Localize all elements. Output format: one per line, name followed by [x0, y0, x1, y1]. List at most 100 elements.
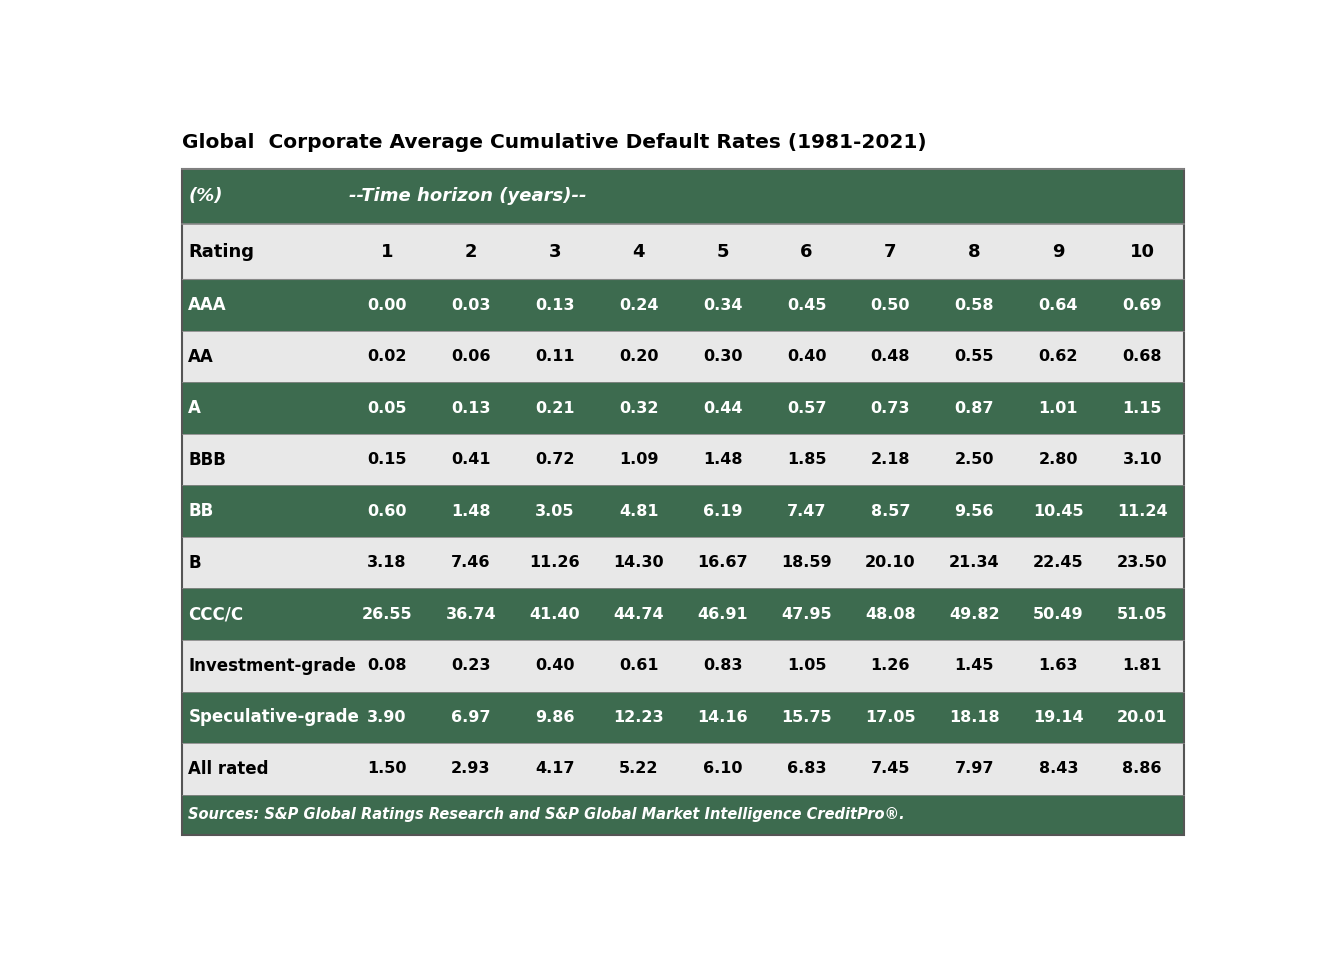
Text: 20.01: 20.01	[1117, 710, 1168, 725]
FancyBboxPatch shape	[183, 486, 1184, 537]
Text: 4.81: 4.81	[619, 503, 659, 519]
Text: Investment-grade: Investment-grade	[188, 656, 356, 675]
Text: 0.87: 0.87	[954, 401, 994, 415]
Text: 6.19: 6.19	[702, 503, 742, 519]
Text: 0.44: 0.44	[702, 401, 742, 415]
Text: 0.03: 0.03	[451, 297, 491, 313]
Text: 1.48: 1.48	[702, 452, 742, 468]
Text: 48.08: 48.08	[865, 607, 916, 621]
Text: 1.09: 1.09	[619, 452, 659, 468]
Text: 10: 10	[1130, 243, 1154, 260]
Text: Global  Corporate Average Cumulative Default Rates (1981-2021): Global Corporate Average Cumulative Defa…	[183, 134, 926, 152]
FancyBboxPatch shape	[183, 382, 1184, 434]
Text: 49.82: 49.82	[949, 607, 1000, 621]
Text: 23.50: 23.50	[1117, 556, 1168, 570]
Text: 11.26: 11.26	[529, 556, 580, 570]
Text: 1.85: 1.85	[786, 452, 826, 468]
Text: 1.81: 1.81	[1122, 658, 1162, 674]
Text: 17.05: 17.05	[865, 710, 916, 725]
Text: 7.97: 7.97	[954, 761, 994, 776]
Text: 3.18: 3.18	[367, 556, 407, 570]
FancyBboxPatch shape	[183, 537, 1184, 589]
FancyBboxPatch shape	[183, 224, 1184, 280]
Text: 36.74: 36.74	[445, 607, 496, 621]
Text: AA: AA	[188, 348, 215, 366]
Text: 2.18: 2.18	[870, 452, 910, 468]
Text: 6.97: 6.97	[451, 710, 491, 725]
Text: 8.57: 8.57	[870, 503, 910, 519]
Text: 3: 3	[548, 243, 561, 260]
Text: 0.32: 0.32	[619, 401, 659, 415]
Text: 0.21: 0.21	[535, 401, 575, 415]
Text: 7.47: 7.47	[786, 503, 826, 519]
FancyBboxPatch shape	[183, 331, 1184, 382]
Text: 0.58: 0.58	[954, 297, 994, 313]
Text: 2: 2	[464, 243, 477, 260]
Text: 0.57: 0.57	[786, 401, 826, 415]
Text: 5.22: 5.22	[619, 761, 659, 776]
Text: 51.05: 51.05	[1117, 607, 1168, 621]
Text: 0.60: 0.60	[367, 503, 407, 519]
Text: 0.11: 0.11	[535, 349, 575, 364]
FancyBboxPatch shape	[183, 640, 1184, 691]
FancyBboxPatch shape	[183, 691, 1184, 743]
Text: AAA: AAA	[188, 296, 227, 315]
Text: 1.45: 1.45	[954, 658, 994, 674]
FancyBboxPatch shape	[183, 280, 1184, 331]
Text: 2.93: 2.93	[451, 761, 491, 776]
Text: 4.17: 4.17	[535, 761, 575, 776]
Text: 0.73: 0.73	[870, 401, 910, 415]
Text: 0.30: 0.30	[702, 349, 742, 364]
Text: 6.10: 6.10	[702, 761, 742, 776]
Text: 0.15: 0.15	[367, 452, 407, 468]
Text: 0.13: 0.13	[535, 297, 575, 313]
Text: 5: 5	[716, 243, 729, 260]
Text: 0.08: 0.08	[367, 658, 407, 674]
Text: 0.40: 0.40	[786, 349, 826, 364]
Text: All rated: All rated	[188, 760, 269, 777]
Text: 14.16: 14.16	[697, 710, 748, 725]
Text: 0.48: 0.48	[870, 349, 910, 364]
Text: 7.46: 7.46	[451, 556, 491, 570]
Text: 44.74: 44.74	[613, 607, 664, 621]
Text: 19.14: 19.14	[1033, 710, 1084, 725]
Text: B: B	[188, 554, 201, 572]
Text: 3.05: 3.05	[535, 503, 575, 519]
Text: BB: BB	[188, 502, 213, 520]
Text: 2.50: 2.50	[954, 452, 994, 468]
Text: 0.24: 0.24	[619, 297, 659, 313]
Text: Rating: Rating	[188, 243, 255, 260]
Text: 6.83: 6.83	[786, 761, 826, 776]
Text: 16.67: 16.67	[697, 556, 748, 570]
FancyBboxPatch shape	[183, 434, 1184, 486]
Text: 0.20: 0.20	[619, 349, 659, 364]
Text: 0.55: 0.55	[954, 349, 994, 364]
Text: 0.41: 0.41	[451, 452, 491, 468]
Text: 26.55: 26.55	[361, 607, 412, 621]
Text: 1.50: 1.50	[367, 761, 407, 776]
Text: 10.45: 10.45	[1033, 503, 1084, 519]
Text: 0.05: 0.05	[367, 401, 407, 415]
Text: 3.10: 3.10	[1122, 452, 1162, 468]
Text: BBB: BBB	[188, 451, 227, 469]
Text: 3.90: 3.90	[367, 710, 407, 725]
Text: 4: 4	[632, 243, 645, 260]
Text: 8: 8	[968, 243, 981, 260]
Text: 0.83: 0.83	[702, 658, 742, 674]
Text: 6: 6	[800, 243, 813, 260]
Text: 0.68: 0.68	[1122, 349, 1162, 364]
Text: 0.23: 0.23	[451, 658, 491, 674]
Text: 21.34: 21.34	[949, 556, 1000, 570]
Text: 1.15: 1.15	[1122, 401, 1162, 415]
Text: 1.05: 1.05	[786, 658, 826, 674]
Text: 12.23: 12.23	[613, 710, 664, 725]
Text: 0.02: 0.02	[367, 349, 407, 364]
Text: 46.91: 46.91	[697, 607, 748, 621]
Text: 1.01: 1.01	[1038, 401, 1078, 415]
Text: 0.40: 0.40	[535, 658, 575, 674]
Text: 0.62: 0.62	[1038, 349, 1078, 364]
Text: 47.95: 47.95	[781, 607, 832, 621]
Text: 1.26: 1.26	[870, 658, 910, 674]
FancyBboxPatch shape	[183, 795, 1184, 834]
Text: 8.86: 8.86	[1122, 761, 1162, 776]
